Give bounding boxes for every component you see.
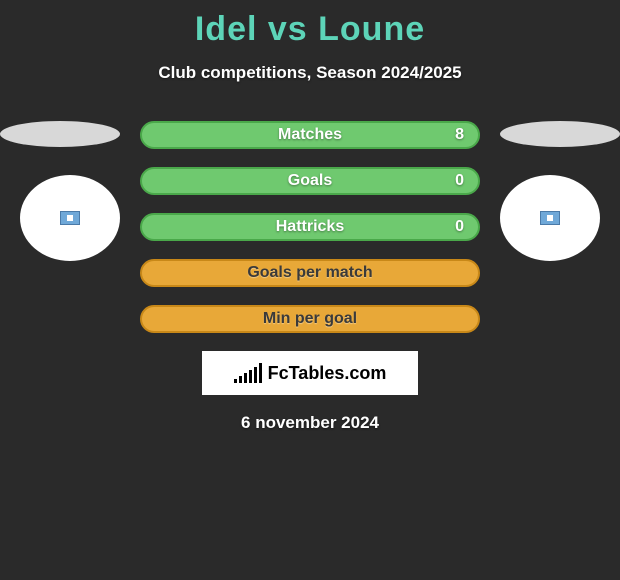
placeholder-badge-icon bbox=[540, 211, 560, 225]
left-player-ellipse bbox=[0, 121, 120, 147]
stat-row-min-per-goal: Min per goal bbox=[140, 305, 480, 333]
stat-label: Goals bbox=[288, 172, 332, 190]
subtitle: Club competitions, Season 2024/2025 bbox=[0, 63, 620, 83]
stat-value: 0 bbox=[455, 218, 464, 236]
page-title: Idel vs Loune bbox=[0, 0, 620, 49]
stat-row-goals: Goals 0 bbox=[140, 167, 480, 195]
stat-value: 0 bbox=[455, 172, 464, 190]
fctables-logo: FcTables.com bbox=[202, 351, 418, 395]
stat-row-matches: Matches 8 bbox=[140, 121, 480, 149]
placeholder-badge-icon bbox=[60, 211, 80, 225]
right-player-ellipse bbox=[500, 121, 620, 147]
stat-row-hattricks: Hattricks 0 bbox=[140, 213, 480, 241]
stat-label: Goals per match bbox=[247, 264, 372, 282]
left-player-badge-circle bbox=[20, 175, 120, 261]
comparison-content: Matches 8 Goals 0 Hattricks 0 Goals per … bbox=[0, 121, 620, 433]
stat-label: Hattricks bbox=[276, 218, 344, 236]
right-player-badge-circle bbox=[500, 175, 600, 261]
stat-row-goals-per-match: Goals per match bbox=[140, 259, 480, 287]
stat-value: 8 bbox=[455, 126, 464, 144]
stats-list: Matches 8 Goals 0 Hattricks 0 Goals per … bbox=[140, 121, 480, 333]
stat-label: Matches bbox=[278, 126, 342, 144]
date-label: 6 november 2024 bbox=[0, 413, 620, 433]
stat-label: Min per goal bbox=[263, 310, 357, 328]
logo-bars-icon bbox=[234, 363, 262, 383]
logo-text: FcTables.com bbox=[268, 363, 387, 384]
